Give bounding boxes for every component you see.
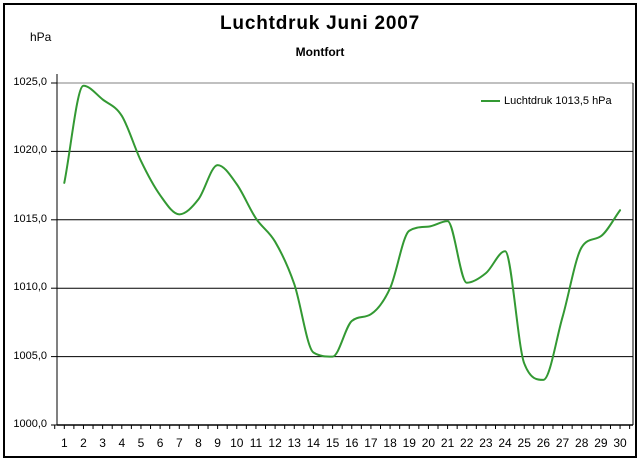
y-tick-label: 1020,0 xyxy=(13,144,47,157)
legend: Luchtdruk 1013,5 hPa xyxy=(481,94,612,108)
x-tick-label: 19 xyxy=(402,436,416,450)
y-axis-unit-label: hPa xyxy=(30,30,52,44)
x-tick-label: 11 xyxy=(249,436,263,450)
y-tick-label: 1010,0 xyxy=(13,281,47,294)
legend-label: Luchtdruk 1013,5 hPa xyxy=(504,95,612,107)
pressure-line xyxy=(63,84,622,381)
x-tick-label: 5 xyxy=(137,436,145,450)
x-tick-label: 24 xyxy=(498,436,512,450)
x-tick-label: 1 xyxy=(60,436,68,450)
x-tick-label: 12 xyxy=(268,436,282,450)
y-tick-label: 1000,0 xyxy=(13,418,47,430)
x-tick-label: 21 xyxy=(440,436,455,450)
x-tick-label: 3 xyxy=(99,436,106,450)
x-tick-label: 16 xyxy=(345,436,359,450)
x-tick-label: 10 xyxy=(230,436,244,450)
y-tick-label: 1005,0 xyxy=(13,349,47,362)
x-tick-label: 28 xyxy=(575,436,589,450)
x-tick-label: 17 xyxy=(364,436,378,450)
x-tick-label: 30 xyxy=(613,436,627,450)
x-tick-label: 22 xyxy=(460,436,474,450)
chart-subtitle: Montfort xyxy=(295,45,345,59)
x-tick-label: 13 xyxy=(287,436,301,450)
x-tick-label: 4 xyxy=(118,436,126,450)
legend-line-swatch xyxy=(481,100,500,102)
x-tick-label: 23 xyxy=(479,436,493,450)
x-tick-label: 6 xyxy=(156,436,164,450)
x-tick-label: 27 xyxy=(555,436,570,450)
x-tick-label: 15 xyxy=(325,436,340,450)
x-tick-label: 25 xyxy=(517,436,531,450)
chart-title: Luchtdruk Juni 2007 xyxy=(220,13,420,34)
y-tick-label: 1025,0 xyxy=(13,76,47,88)
x-tick-label: 26 xyxy=(536,436,551,450)
x-tick-label: 7 xyxy=(175,436,183,450)
y-tick-label: 1015,0 xyxy=(13,212,47,225)
x-tick-label: 18 xyxy=(383,436,397,450)
x-tick-label: 8 xyxy=(195,436,202,450)
x-tick-label: 29 xyxy=(594,436,608,450)
x-tick-label: 2 xyxy=(80,436,87,450)
x-tick-label: 20 xyxy=(421,436,436,450)
x-tick-label: 14 xyxy=(306,436,321,450)
x-tick-label: 9 xyxy=(214,436,221,450)
